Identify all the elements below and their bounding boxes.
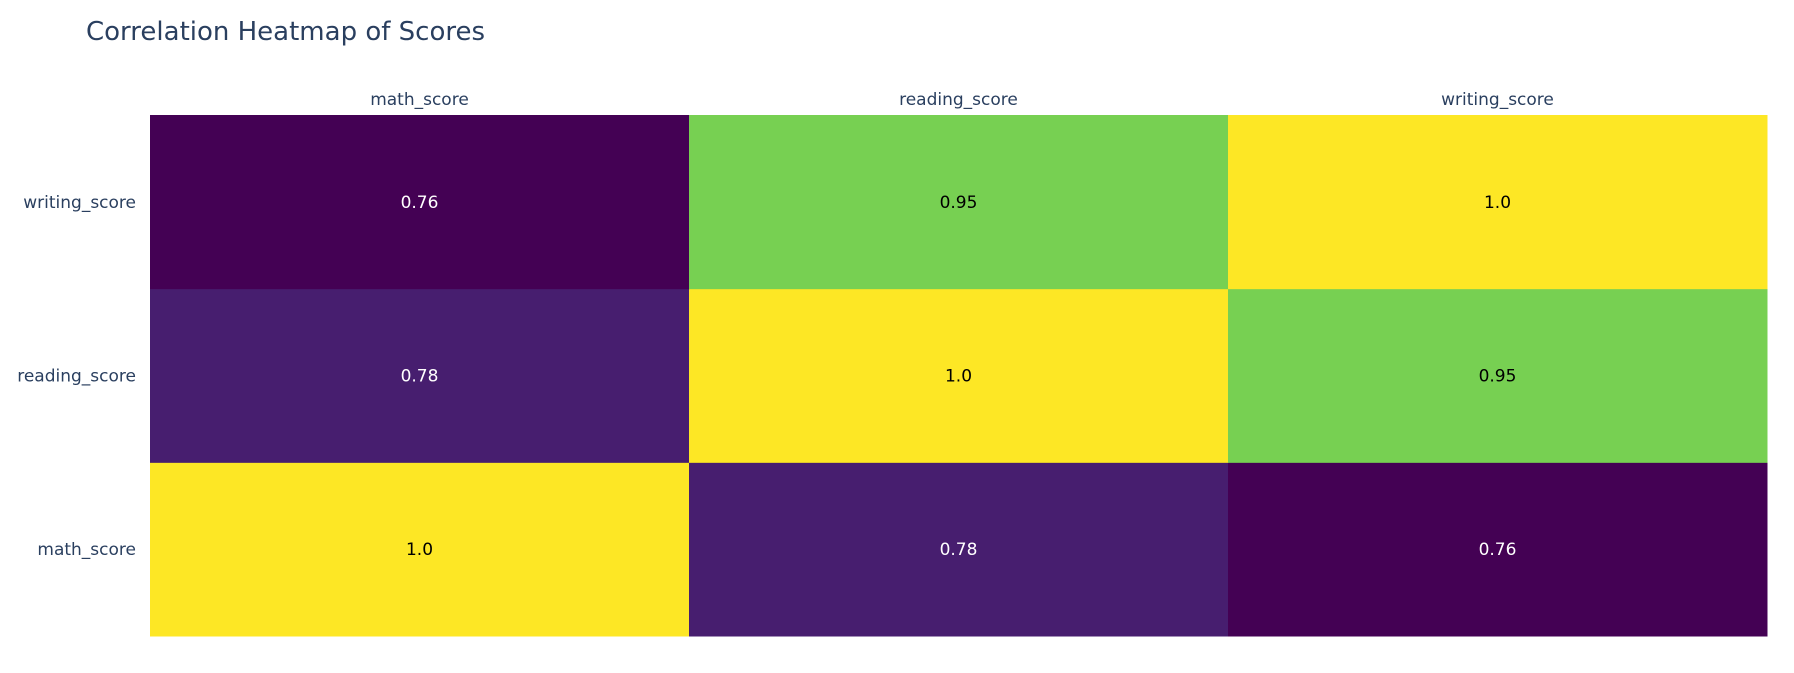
heatmap-cell-writing_score-reading_score — [689, 115, 1229, 290]
heatmap-cell-value: 0.78 — [401, 367, 439, 387]
heatmap-cell-reading_score-math_score — [150, 288, 690, 463]
heatmap-cell-math_score-reading_score — [689, 462, 1229, 637]
x-axis-tick-labels: math_score reading_score writing_score — [370, 90, 1554, 110]
heatmap-cell-value: 1.0 — [1484, 193, 1511, 213]
heatmap-cell-reading_score-writing_score — [1228, 288, 1768, 463]
heatmap-cell-writing_score-math_score — [150, 115, 690, 290]
y-axis-tick-labels: math_score reading_score writing_score — [17, 193, 136, 560]
heatmap-cell-value: 0.76 — [1479, 540, 1517, 560]
heatmap-cell-writing_score-writing_score — [1228, 115, 1768, 290]
heatmap-cells: 1.0 0.78 0.76 0.78 1.0 0.95 0.76 0.95 1.0 — [150, 115, 1768, 637]
heatmap-cell-reading_score-reading_score — [689, 288, 1229, 463]
x-tick-label: reading_score — [899, 90, 1018, 110]
heatmap-cell-math_score-math_score — [150, 462, 690, 637]
y-tick-label: math_score — [37, 540, 136, 560]
chart-title: Correlation Heatmap of Scores — [86, 17, 485, 47]
x-tick-label: writing_score — [1441, 90, 1554, 110]
heatmap-cell-math_score-writing_score — [1228, 462, 1768, 637]
heatmap-cell-value: 0.95 — [940, 193, 978, 213]
heatmap-cell-value: 0.78 — [940, 540, 978, 560]
heatmap-cell-value: 1.0 — [945, 367, 972, 387]
heatmap-cell-value: 1.0 — [406, 540, 433, 560]
y-tick-label: writing_score — [23, 193, 136, 213]
heatmap-cell-value: 0.76 — [401, 193, 439, 213]
x-tick-label: math_score — [370, 90, 469, 110]
y-tick-label: reading_score — [17, 367, 136, 387]
heatmap-cell-value: 0.95 — [1479, 367, 1517, 387]
